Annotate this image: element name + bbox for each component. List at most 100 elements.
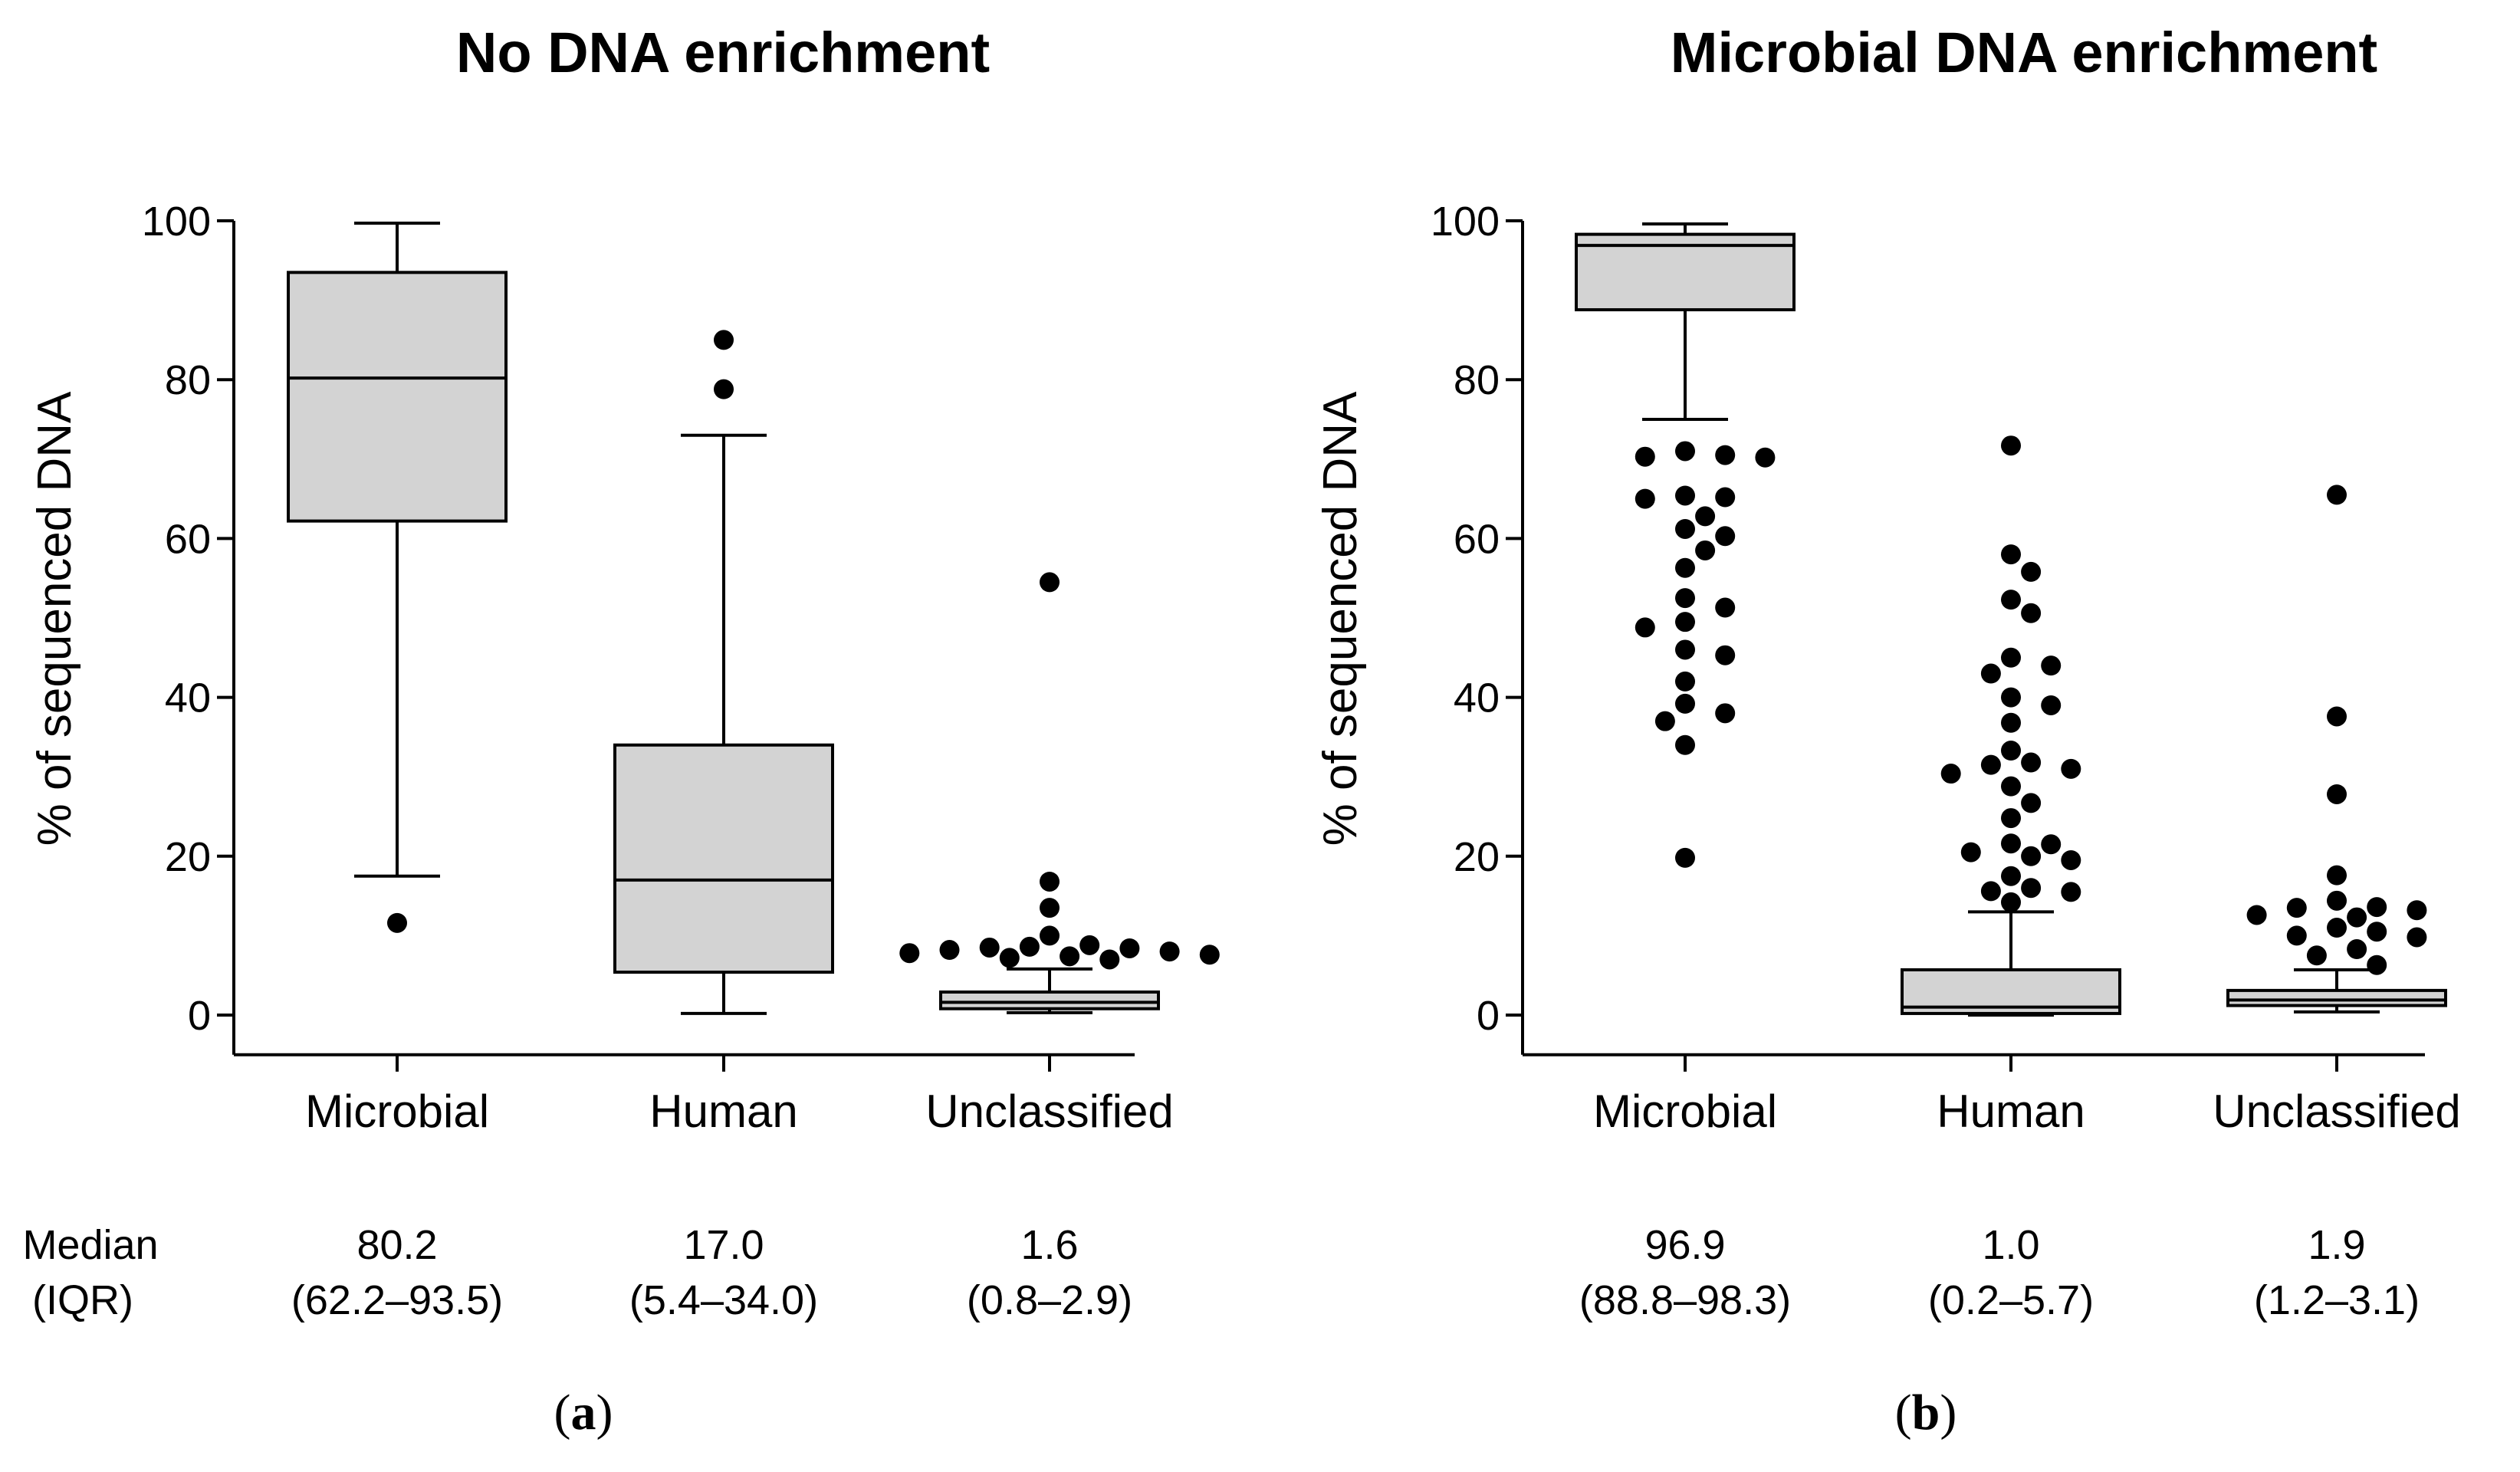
outlier-point bbox=[1199, 945, 1220, 965]
outlier-point bbox=[1635, 617, 1655, 638]
outlier-point bbox=[899, 943, 920, 964]
median-value: 80.2 bbox=[356, 1222, 437, 1268]
iqr-value: (62.2–93.5) bbox=[291, 1277, 503, 1323]
box-unclassified bbox=[899, 572, 1220, 1014]
outlier-point bbox=[2246, 905, 2267, 925]
outlier-point bbox=[1980, 754, 2001, 775]
median-value: 1.9 bbox=[2308, 1222, 2365, 1268]
outlier-point bbox=[1079, 935, 1100, 955]
outlier-point bbox=[1675, 671, 1695, 692]
panel-a-title: No DNA enrichment bbox=[456, 21, 990, 84]
outlier-point bbox=[1715, 703, 1736, 724]
outlier-point bbox=[2001, 590, 2021, 610]
panel-b: Microbial DNA enrichment % of sequenced … bbox=[1314, 21, 2461, 1441]
outlier-point bbox=[2327, 865, 2347, 886]
panel-b-ylabel: % of sequenced DNA bbox=[1314, 391, 1367, 846]
y-tick-label: 60 bbox=[1454, 516, 1500, 562]
outlier-point bbox=[2001, 687, 2021, 708]
y-tick-label: 0 bbox=[188, 993, 211, 1039]
outlier-point bbox=[2021, 878, 2042, 899]
outlier-point bbox=[1159, 941, 1180, 962]
outlier-point bbox=[1635, 446, 1655, 467]
iqr-box bbox=[287, 271, 508, 523]
outlier-point bbox=[2306, 945, 2327, 966]
panel-a: No DNA enrichment % of sequenced DNA 0 20… bbox=[28, 21, 1220, 1441]
median-value: 17.0 bbox=[683, 1222, 764, 1268]
y-tick-label: 80 bbox=[1454, 357, 1500, 403]
panel-b-label: (b) bbox=[1895, 1385, 1957, 1441]
panel-a-label: (a) bbox=[554, 1385, 613, 1441]
y-tick-label: 0 bbox=[1477, 993, 1500, 1039]
outlier-point bbox=[1040, 572, 1060, 593]
outlier-point bbox=[2407, 900, 2427, 921]
x-tick-label: Unclassified bbox=[2213, 1086, 2460, 1137]
panel-a-axes: 0 20 40 60 80 100 Microbial Human Unclassified bbox=[142, 199, 1174, 1137]
outlier-point bbox=[1960, 842, 1981, 863]
outlier-point bbox=[1019, 936, 1040, 957]
outlier-point bbox=[2041, 695, 2062, 715]
outlier-point bbox=[939, 940, 960, 961]
outlier-point bbox=[2001, 776, 2021, 797]
outlier-point bbox=[1715, 526, 1736, 547]
panel-a-boxes bbox=[287, 222, 1220, 1015]
outlier-point bbox=[714, 330, 734, 350]
outlier-point bbox=[1675, 612, 1695, 632]
outlier-point bbox=[1715, 445, 1736, 465]
box-unclassified bbox=[2226, 485, 2447, 1014]
outlier-point bbox=[2327, 485, 2347, 505]
outlier-point bbox=[979, 937, 1000, 958]
outlier-point bbox=[2327, 890, 2347, 911]
panel-b-median-iqr: 96.9 (88.8–98.3) 1.0 (0.2–5.7) 1.9 (1.2–3.1) bbox=[1579, 1222, 2420, 1323]
box-human bbox=[613, 330, 834, 1015]
y-tick-label: 80 bbox=[165, 357, 211, 403]
outlier-point bbox=[2021, 561, 2042, 582]
outlier-point bbox=[1675, 518, 1695, 539]
outlier-point bbox=[714, 379, 734, 399]
outlier-point bbox=[1715, 645, 1736, 665]
outlier-point bbox=[1695, 506, 1716, 527]
panel-a-median-iqr: 80.2 (62.2–93.5) 17.0 (5.4–34.0) 1.6 (0.8–2.9… bbox=[291, 1222, 1132, 1323]
median-value: 1.6 bbox=[1020, 1222, 1078, 1268]
panel-b-title: Microbial DNA enrichment bbox=[1671, 21, 2377, 84]
outlier-point bbox=[1654, 711, 1675, 731]
y-tick-label: 20 bbox=[1454, 834, 1500, 880]
y-tick-label: 100 bbox=[1431, 199, 1500, 245]
iqr-row-label: (IQR) bbox=[32, 1277, 133, 1323]
outlier-point bbox=[2001, 892, 2021, 912]
outlier-point bbox=[2021, 603, 2042, 623]
outlier-point bbox=[387, 912, 407, 933]
iqr-box bbox=[613, 743, 834, 974]
outlier-point bbox=[2061, 758, 2081, 779]
panel-b-axes: 0 20 40 60 80 100 Microbial Human Unclassified bbox=[1431, 199, 2461, 1137]
outlier-point bbox=[1980, 663, 2001, 684]
outlier-point bbox=[2001, 647, 2021, 668]
outlier-point bbox=[2367, 955, 2387, 975]
outlier-point bbox=[1040, 871, 1060, 892]
outlier-point bbox=[1675, 639, 1695, 660]
outlier-point bbox=[1675, 588, 1695, 609]
outlier-point bbox=[2286, 898, 2307, 918]
outlier-point bbox=[2061, 882, 2081, 902]
median-row-label: Median bbox=[22, 1222, 158, 1268]
box-microbial bbox=[287, 222, 508, 933]
outlier-point bbox=[2041, 834, 2062, 855]
outlier-point bbox=[1675, 734, 1695, 755]
outlier-point bbox=[2001, 866, 2021, 886]
outlier-point bbox=[2327, 918, 2347, 938]
outlier-point bbox=[1675, 441, 1695, 462]
y-tick-label: 100 bbox=[142, 199, 211, 245]
y-tick-label: 60 bbox=[165, 516, 211, 562]
y-tick-label: 40 bbox=[165, 675, 211, 721]
iqr-value: (1.2–3.1) bbox=[2254, 1277, 2420, 1323]
outlier-point bbox=[2367, 922, 2387, 942]
outlier-point bbox=[2001, 741, 2021, 761]
y-tick-label: 40 bbox=[1454, 675, 1500, 721]
outlier-point bbox=[2286, 925, 2307, 946]
x-tick-label: Human bbox=[1937, 1086, 2085, 1137]
outlier-point bbox=[2327, 784, 2347, 804]
outlier-point bbox=[1980, 881, 2001, 902]
outlier-point bbox=[1940, 764, 1961, 784]
outlier-point bbox=[2061, 849, 2081, 870]
iqr-box bbox=[2226, 988, 2447, 1007]
outlier-point bbox=[2001, 833, 2021, 854]
